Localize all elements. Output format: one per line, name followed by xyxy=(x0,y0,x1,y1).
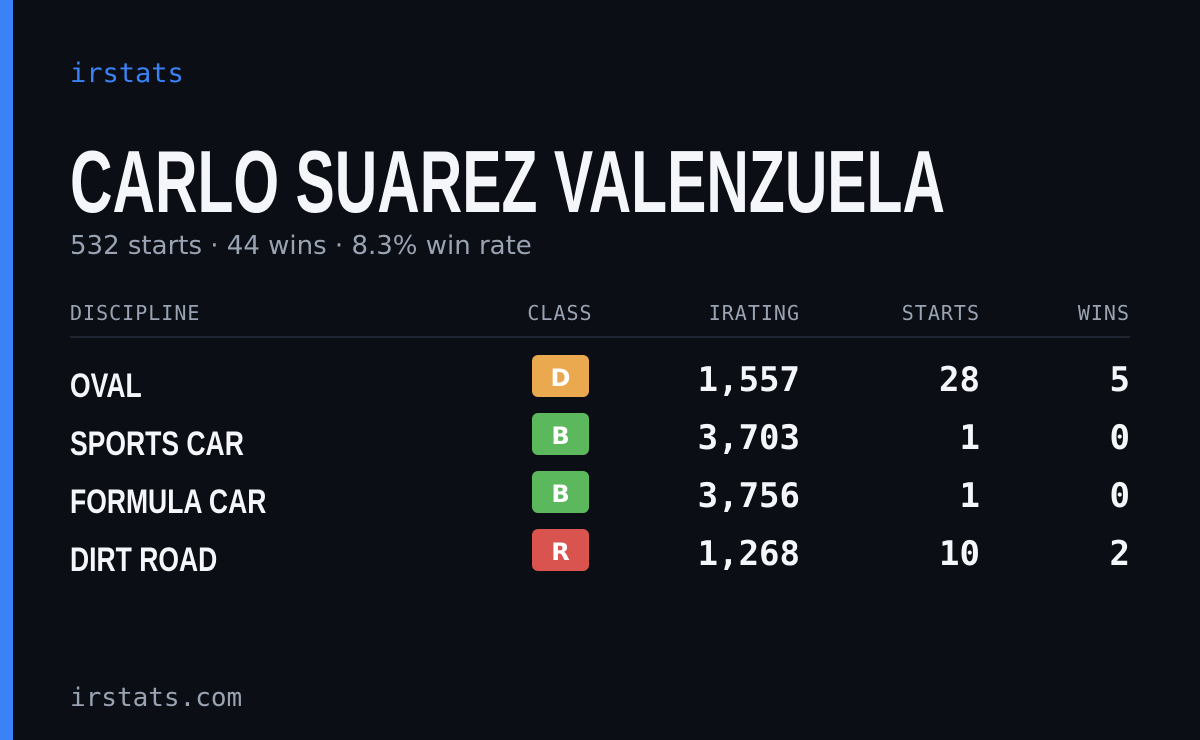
irating: 3,703 xyxy=(698,418,800,458)
starts: 1 xyxy=(960,476,980,516)
accent-stripe xyxy=(0,0,13,740)
class-badge xyxy=(532,471,589,513)
wins: 0 xyxy=(1110,418,1130,458)
starts: 28 xyxy=(939,360,980,400)
class-letter: R xyxy=(551,538,569,566)
discipline: SPORTS CAR xyxy=(70,425,244,463)
driver-name: CARLO SUAREZ VALENZUELA xyxy=(70,132,945,231)
starts: 1 xyxy=(960,418,980,458)
discipline: OVAL xyxy=(70,367,142,405)
class-letter: B xyxy=(551,422,569,450)
class-letter: B xyxy=(551,480,569,508)
starts: 10 xyxy=(939,534,980,574)
class-badge xyxy=(532,413,589,455)
column-header: CLASS xyxy=(527,301,592,325)
irating: 1,268 xyxy=(698,534,800,574)
brand: irstats xyxy=(70,58,184,89)
discipline: DIRT ROAD xyxy=(70,541,217,579)
footer-site: irstats.com xyxy=(70,683,242,713)
column-header: WINS xyxy=(1078,301,1130,325)
column-header: IRATING xyxy=(709,301,800,325)
wins: 0 xyxy=(1110,476,1130,516)
column-header: STARTS xyxy=(902,301,980,325)
summary: 532 starts · 44 wins · 8.3% win rate xyxy=(70,231,532,261)
stats-table: DISCIPLINE CLASS IRATING STARTS WINS OVAL D 1,5… xyxy=(70,301,1130,579)
column-header: DISCIPLINE xyxy=(70,301,200,325)
irating: 3,756 xyxy=(698,476,800,516)
wins: 2 xyxy=(1110,534,1130,574)
irating: 1,557 xyxy=(698,360,800,400)
class-badge xyxy=(532,355,589,397)
wins: 5 xyxy=(1110,360,1130,400)
class-letter: D xyxy=(551,364,571,392)
class-badge xyxy=(532,529,589,571)
discipline: FORMULA CAR xyxy=(70,483,266,521)
